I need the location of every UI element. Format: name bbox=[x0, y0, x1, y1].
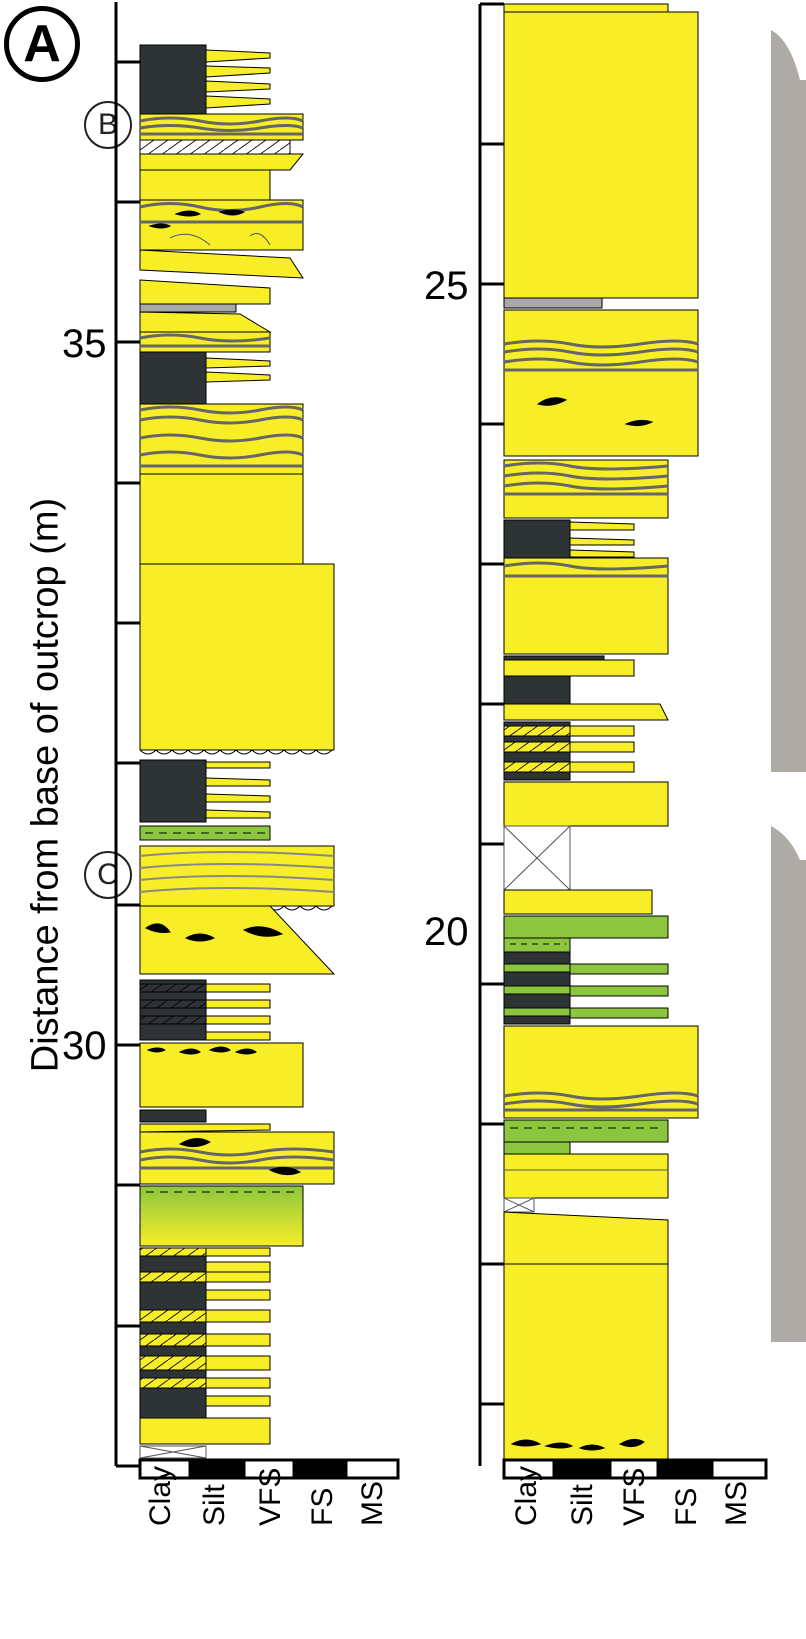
right-grain-label-silt: Silt bbox=[566, 1484, 599, 1526]
left-bed-drape-2 bbox=[139, 403, 304, 475]
right-photo-edge bbox=[766, 0, 806, 1342]
left-grain-label-clay: Clay bbox=[144, 1465, 177, 1526]
section-label-c: C bbox=[84, 851, 132, 899]
left-fining-upward-bed bbox=[139, 905, 336, 975]
right-green-interbeds bbox=[503, 915, 669, 1025]
left-grain-label-vfs: VFS bbox=[254, 1467, 287, 1526]
right-grain-label-clay: Clay bbox=[510, 1465, 543, 1526]
right-interbeds-cross bbox=[503, 721, 635, 781]
left-column bbox=[114, 2, 400, 1480]
left-channel-sandstone bbox=[139, 563, 335, 751]
right-bed-drape-1 bbox=[503, 309, 699, 457]
right-column bbox=[478, 2, 768, 1480]
left-grain-label-silt: Silt bbox=[198, 1484, 231, 1526]
left-green-gradient-bed bbox=[139, 1185, 304, 1247]
depth-label-30: 30 bbox=[62, 1024, 107, 1068]
left-grain-size-scale bbox=[138, 1458, 400, 1480]
depth-label-20: 20 bbox=[424, 910, 469, 954]
right-thick-sandstone-base bbox=[503, 1263, 669, 1461]
right-depth-ticks bbox=[480, 2, 504, 1406]
right-bed-drape-4 bbox=[503, 1025, 699, 1119]
left-interbeds-lower bbox=[139, 1247, 271, 1419]
right-grain-label-fs: FS bbox=[670, 1487, 703, 1526]
panel-label: A bbox=[4, 6, 80, 82]
left-grain-label-ms: MS bbox=[356, 1481, 389, 1526]
right-grain-label-ms: MS bbox=[720, 1481, 753, 1526]
left-bed-cross-1 bbox=[139, 139, 291, 155]
depth-label-35: 35 bbox=[62, 322, 107, 366]
left-depth-ticks bbox=[116, 60, 140, 1468]
right-grain-size-scale bbox=[502, 1458, 768, 1480]
section-label-b: B bbox=[84, 101, 132, 149]
right-bed-drape-3 bbox=[503, 557, 669, 655]
left-grain-label-fs: FS bbox=[306, 1487, 339, 1526]
depth-label-25: 25 bbox=[424, 264, 469, 308]
left-interbeds-mid bbox=[139, 759, 271, 823]
left-interbeds-cross bbox=[139, 979, 271, 1041]
right-grain-label-vfs: VFS bbox=[618, 1467, 651, 1526]
left-interbeds-top bbox=[139, 44, 271, 116]
right-thick-sandstone-top bbox=[503, 11, 699, 299]
